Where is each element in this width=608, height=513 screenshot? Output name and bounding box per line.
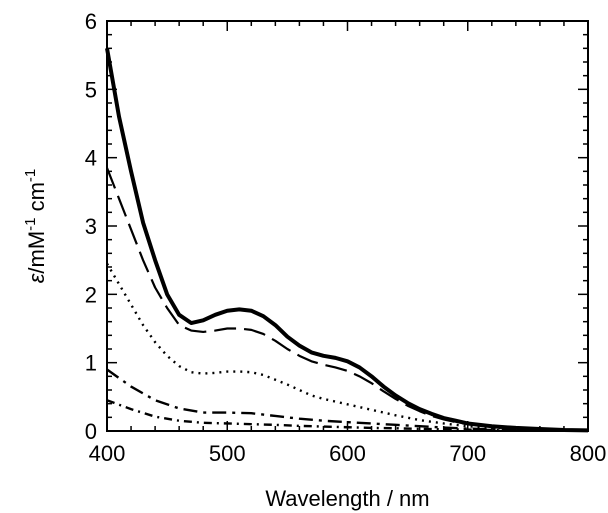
- x-axis-title: Wavelength / nm: [265, 486, 429, 511]
- y-tick-label: 1: [85, 351, 97, 376]
- x-tick-label: 800: [570, 441, 607, 466]
- series-line-2: [105, 167, 589, 432]
- x-tick-label: 500: [209, 441, 246, 466]
- x-tick-label: 600: [329, 441, 366, 466]
- y-tick-label: 3: [85, 214, 97, 239]
- y-axis-sup-2: -1: [22, 169, 39, 182]
- y-axis-symbol: ε: [24, 273, 49, 283]
- y-axis-title: ε/mM-1 cm-1: [22, 169, 49, 284]
- y-tick-label: 4: [85, 146, 97, 171]
- series-line-1: [105, 47, 589, 433]
- y-tick-label: 6: [85, 9, 97, 34]
- y-axis-unit-2: cm: [24, 182, 49, 217]
- y-tick-label: 5: [85, 77, 97, 102]
- y-tick-label: 2: [85, 282, 97, 307]
- y-axis-unit-1: /mM: [24, 231, 49, 274]
- x-tick-label: 400: [89, 441, 126, 466]
- series-line-3: [105, 262, 589, 432]
- tick-layer: [106, 20, 589, 432]
- tick-label-layer: 400 500 600 700 800 0 1 2 3 4 5 6: [85, 9, 607, 466]
- y-axis-sup-1: -1: [22, 218, 39, 231]
- x-tick-label: 700: [449, 441, 486, 466]
- y-tick-label: 0: [85, 419, 97, 444]
